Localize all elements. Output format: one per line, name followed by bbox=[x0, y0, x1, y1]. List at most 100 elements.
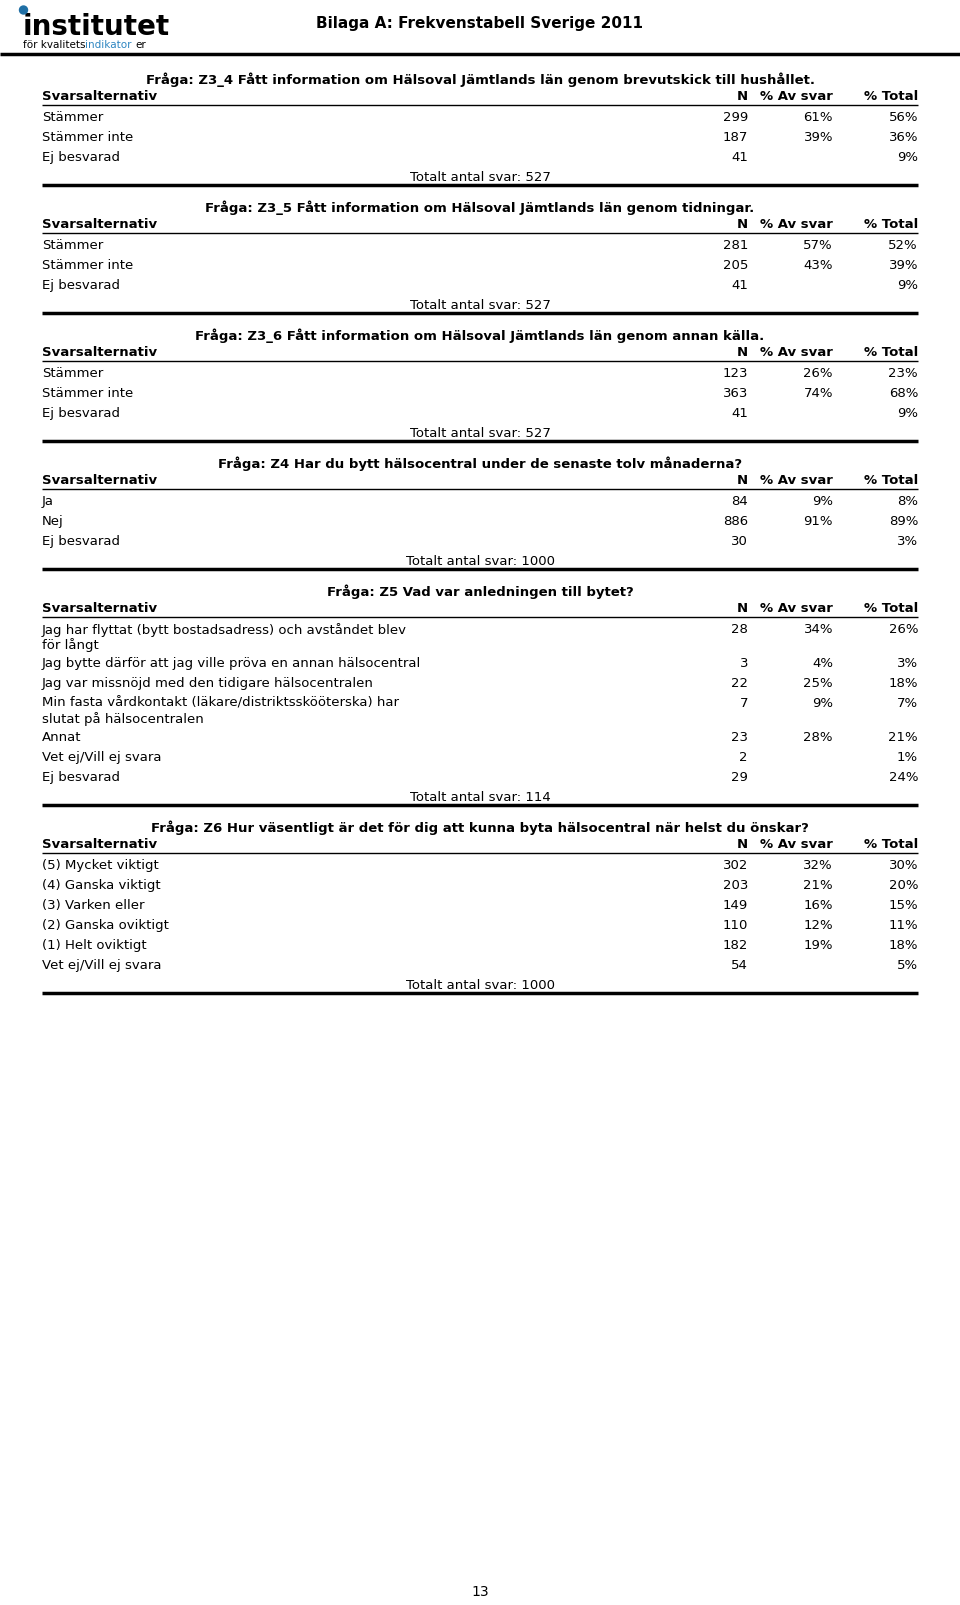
Text: % Total: % Total bbox=[864, 838, 918, 851]
Text: Fråga: Z4 Har du bytt hälsocentral under de senaste tolv månaderna?: Fråga: Z4 Har du bytt hälsocentral under… bbox=[218, 456, 742, 470]
Text: indikator: indikator bbox=[85, 40, 132, 50]
Text: 9%: 9% bbox=[812, 494, 833, 507]
Text: 30%: 30% bbox=[889, 859, 918, 872]
Text: Jag bytte därför att jag ville pröva en annan hälsocentral: Jag bytte därför att jag ville pröva en … bbox=[42, 656, 421, 669]
Circle shape bbox=[19, 6, 28, 14]
Text: 21%: 21% bbox=[888, 730, 918, 743]
Text: 91%: 91% bbox=[804, 515, 833, 528]
Text: 28%: 28% bbox=[804, 730, 833, 743]
Text: 18%: 18% bbox=[889, 939, 918, 952]
Text: 149: 149 bbox=[723, 899, 748, 912]
Text: 26%: 26% bbox=[889, 623, 918, 636]
Text: Vet ej/Vill ej svara: Vet ej/Vill ej svara bbox=[42, 751, 161, 764]
Text: 19%: 19% bbox=[804, 939, 833, 952]
Text: % Av svar: % Av svar bbox=[760, 473, 833, 486]
Text: 3%: 3% bbox=[897, 534, 918, 547]
Text: 203: 203 bbox=[723, 878, 748, 891]
Text: Fråga: Z3_6 Fått information om Hälsoval Jämtlands län genom annan källa.: Fråga: Z3_6 Fått information om Hälsoval… bbox=[196, 327, 764, 342]
Text: (1) Helt oviktigt: (1) Helt oviktigt bbox=[42, 939, 147, 952]
Text: 7: 7 bbox=[739, 697, 748, 709]
Text: % Av svar: % Av svar bbox=[760, 218, 833, 231]
Text: 886: 886 bbox=[723, 515, 748, 528]
Text: 12%: 12% bbox=[804, 918, 833, 931]
Text: 39%: 39% bbox=[804, 132, 833, 144]
Text: % Total: % Total bbox=[864, 345, 918, 360]
Text: Svarsalternativ: Svarsalternativ bbox=[42, 473, 157, 486]
Text: Totalt antal svar: 527: Totalt antal svar: 527 bbox=[410, 427, 550, 440]
Text: Svarsalternativ: Svarsalternativ bbox=[42, 345, 157, 360]
Text: (4) Ganska viktigt: (4) Ganska viktigt bbox=[42, 878, 160, 891]
Text: för långt: för långt bbox=[42, 637, 99, 652]
Text: Ej besvarad: Ej besvarad bbox=[42, 770, 120, 783]
Text: % Av svar: % Av svar bbox=[760, 90, 833, 103]
Text: 43%: 43% bbox=[804, 258, 833, 271]
Text: 84: 84 bbox=[732, 494, 748, 507]
Text: Ej besvarad: Ej besvarad bbox=[42, 406, 120, 421]
Text: 182: 182 bbox=[723, 939, 748, 952]
Text: institutet: institutet bbox=[23, 13, 170, 42]
Text: Jag var missnöjd med den tidigare hälsocentralen: Jag var missnöjd med den tidigare hälsoc… bbox=[42, 677, 373, 690]
Text: 16%: 16% bbox=[804, 899, 833, 912]
Text: N: N bbox=[737, 838, 748, 851]
Text: 9%: 9% bbox=[897, 279, 918, 292]
Text: Totalt antal svar: 527: Totalt antal svar: 527 bbox=[410, 170, 550, 185]
Text: Totalt antal svar: 1000: Totalt antal svar: 1000 bbox=[405, 979, 555, 992]
Text: Vet ej/Vill ej svara: Vet ej/Vill ej svara bbox=[42, 958, 161, 971]
Text: 9%: 9% bbox=[812, 697, 833, 709]
Text: % Av svar: % Av svar bbox=[760, 345, 833, 360]
Text: Stämmer: Stämmer bbox=[42, 368, 104, 380]
Text: Svarsalternativ: Svarsalternativ bbox=[42, 90, 157, 103]
Text: 4%: 4% bbox=[812, 656, 833, 669]
Text: er: er bbox=[135, 40, 146, 50]
Text: Ja: Ja bbox=[42, 494, 54, 507]
Text: 281: 281 bbox=[723, 239, 748, 252]
Text: 187: 187 bbox=[723, 132, 748, 144]
Text: Ej besvarad: Ej besvarad bbox=[42, 151, 120, 164]
Text: Fråga: Z6 Hur väsentligt är det för dig att kunna byta hälsocentral när helst du: Fråga: Z6 Hur väsentligt är det för dig … bbox=[151, 820, 809, 835]
Text: Stämmer inte: Stämmer inte bbox=[42, 258, 133, 271]
Text: 205: 205 bbox=[723, 258, 748, 271]
Text: Stämmer: Stämmer bbox=[42, 111, 104, 124]
Text: 52%: 52% bbox=[888, 239, 918, 252]
Text: 3: 3 bbox=[739, 656, 748, 669]
Text: 8%: 8% bbox=[897, 494, 918, 507]
Text: % Total: % Total bbox=[864, 602, 918, 615]
Text: 39%: 39% bbox=[889, 258, 918, 271]
Text: 5%: 5% bbox=[897, 958, 918, 971]
Text: % Total: % Total bbox=[864, 473, 918, 486]
Text: Nej: Nej bbox=[42, 515, 63, 528]
Text: Bilaga A: Frekvenstabell Sverige 2011: Bilaga A: Frekvenstabell Sverige 2011 bbox=[317, 16, 643, 30]
Text: Totalt antal svar: 1000: Totalt antal svar: 1000 bbox=[405, 555, 555, 568]
Text: 41: 41 bbox=[732, 151, 748, 164]
Text: Stämmer: Stämmer bbox=[42, 239, 104, 252]
Text: 30: 30 bbox=[732, 534, 748, 547]
Text: 18%: 18% bbox=[889, 677, 918, 690]
Text: Ej besvarad: Ej besvarad bbox=[42, 279, 120, 292]
Text: 74%: 74% bbox=[804, 387, 833, 400]
Text: 57%: 57% bbox=[804, 239, 833, 252]
Text: Svarsalternativ: Svarsalternativ bbox=[42, 602, 157, 615]
Text: Fråga: Z3_5 Fått information om Hälsoval Jämtlands län genom tidningar.: Fråga: Z3_5 Fått information om Hälsoval… bbox=[205, 201, 755, 215]
Text: slutat på hälsocentralen: slutat på hälsocentralen bbox=[42, 711, 204, 725]
Text: 41: 41 bbox=[732, 406, 748, 421]
Text: 7%: 7% bbox=[897, 697, 918, 709]
Text: 363: 363 bbox=[723, 387, 748, 400]
Text: % Av svar: % Av svar bbox=[760, 838, 833, 851]
Text: 21%: 21% bbox=[804, 878, 833, 891]
Text: (3) Varken eller: (3) Varken eller bbox=[42, 899, 145, 912]
Text: N: N bbox=[737, 345, 748, 360]
Text: Annat: Annat bbox=[42, 730, 82, 743]
Text: 41: 41 bbox=[732, 279, 748, 292]
Text: 89%: 89% bbox=[889, 515, 918, 528]
Text: Totalt antal svar: 527: Totalt antal svar: 527 bbox=[410, 299, 550, 311]
Text: Jag har flyttat (bytt bostadsadress) och avståndet blev: Jag har flyttat (bytt bostadsadress) och… bbox=[42, 623, 407, 637]
Text: N: N bbox=[737, 90, 748, 103]
Text: 299: 299 bbox=[723, 111, 748, 124]
Text: 54: 54 bbox=[732, 958, 748, 971]
Text: Ej besvarad: Ej besvarad bbox=[42, 534, 120, 547]
Text: 24%: 24% bbox=[889, 770, 918, 783]
Text: N: N bbox=[737, 473, 748, 486]
Text: Fråga: Z5 Vad var anledningen till bytet?: Fråga: Z5 Vad var anledningen till bytet… bbox=[326, 584, 634, 599]
Text: Svarsalternativ: Svarsalternativ bbox=[42, 838, 157, 851]
Text: Fråga: Z3_4 Fått information om Hälsoval Jämtlands län genom brevutskick till hu: Fråga: Z3_4 Fått information om Hälsoval… bbox=[146, 72, 814, 87]
